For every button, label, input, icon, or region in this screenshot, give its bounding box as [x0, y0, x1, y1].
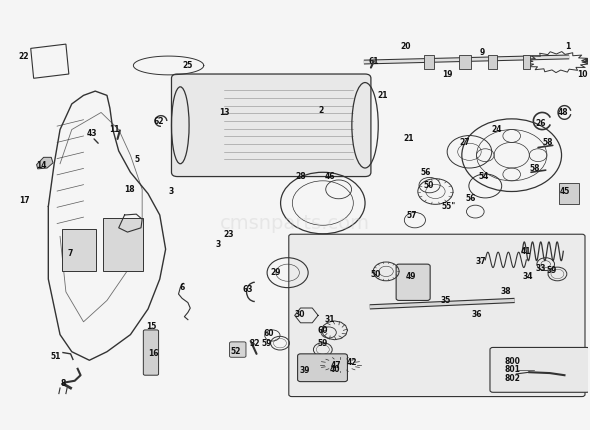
Text: 40: 40: [329, 365, 340, 374]
FancyBboxPatch shape: [559, 183, 579, 204]
Text: 32: 32: [250, 339, 260, 348]
Text: 37: 37: [476, 258, 487, 267]
Text: 33: 33: [536, 264, 546, 273]
Text: 50: 50: [371, 270, 381, 280]
Text: 42: 42: [347, 358, 358, 367]
Text: 25: 25: [183, 61, 193, 70]
Text: 55": 55": [441, 202, 455, 211]
Text: 801: 801: [505, 365, 521, 374]
Text: 61: 61: [369, 57, 379, 66]
Text: 59: 59: [261, 339, 271, 348]
Text: 13: 13: [219, 108, 230, 117]
FancyBboxPatch shape: [488, 55, 497, 69]
Text: 15: 15: [146, 322, 156, 331]
Text: 9: 9: [480, 48, 485, 57]
Text: 30: 30: [294, 310, 304, 319]
FancyBboxPatch shape: [143, 330, 159, 375]
Text: 41: 41: [521, 247, 532, 256]
Text: 50: 50: [423, 181, 434, 190]
Text: 21: 21: [404, 134, 414, 143]
Text: 5: 5: [135, 155, 140, 164]
Text: 59: 59: [546, 266, 557, 275]
Text: 54: 54: [478, 172, 489, 181]
FancyBboxPatch shape: [230, 342, 246, 357]
Text: 28: 28: [295, 172, 306, 181]
Text: 36: 36: [471, 310, 482, 319]
Text: 3: 3: [169, 187, 174, 196]
Text: 3: 3: [216, 240, 221, 249]
Text: 17: 17: [19, 196, 30, 205]
Text: 63: 63: [242, 285, 253, 294]
Text: 56: 56: [421, 168, 431, 177]
Text: 49: 49: [405, 273, 416, 282]
Text: 57: 57: [407, 211, 417, 219]
Text: 10: 10: [577, 70, 587, 79]
FancyBboxPatch shape: [490, 347, 589, 392]
Text: 23: 23: [224, 230, 234, 239]
Text: 46: 46: [324, 172, 335, 181]
Text: 19: 19: [442, 70, 453, 79]
FancyBboxPatch shape: [523, 55, 530, 69]
Text: 45: 45: [559, 187, 570, 196]
Text: 59: 59: [317, 339, 328, 348]
Text: 48: 48: [558, 108, 569, 117]
Text: 24: 24: [492, 125, 502, 134]
FancyBboxPatch shape: [459, 55, 471, 69]
Text: 47: 47: [330, 361, 341, 370]
FancyBboxPatch shape: [396, 264, 430, 301]
Text: 800: 800: [505, 356, 521, 366]
FancyBboxPatch shape: [103, 218, 143, 271]
Text: 56: 56: [466, 194, 476, 203]
Text: 51: 51: [50, 352, 61, 361]
Text: 60: 60: [263, 329, 274, 338]
Text: 35: 35: [441, 296, 451, 305]
Text: 6: 6: [179, 283, 185, 292]
Text: 2: 2: [319, 106, 324, 115]
Text: 20: 20: [401, 42, 411, 51]
Text: 34: 34: [523, 273, 533, 282]
Text: 60: 60: [317, 326, 328, 335]
Text: 29: 29: [271, 268, 281, 277]
Text: 802: 802: [505, 374, 521, 383]
Text: 38: 38: [500, 287, 511, 296]
Text: 11: 11: [109, 125, 119, 134]
Text: 16: 16: [149, 349, 159, 358]
FancyBboxPatch shape: [289, 234, 585, 396]
Text: 7: 7: [68, 249, 73, 258]
FancyBboxPatch shape: [424, 55, 434, 69]
Text: 43: 43: [87, 129, 97, 138]
Text: 31: 31: [324, 315, 335, 324]
Text: cmsnparts.com: cmsnparts.com: [219, 214, 370, 233]
Text: 39: 39: [300, 366, 310, 375]
Text: 8: 8: [60, 379, 65, 388]
Text: 14: 14: [36, 161, 47, 170]
Text: 27: 27: [460, 138, 470, 147]
Text: 26: 26: [536, 119, 546, 128]
FancyBboxPatch shape: [62, 229, 96, 271]
Text: 62: 62: [153, 117, 164, 126]
Text: 22: 22: [18, 52, 29, 61]
Text: 21: 21: [378, 91, 388, 100]
FancyBboxPatch shape: [297, 354, 348, 381]
Text: 1: 1: [565, 42, 570, 51]
Text: 58: 58: [530, 163, 540, 172]
Polygon shape: [37, 157, 53, 169]
Text: 58: 58: [543, 138, 553, 147]
Text: 52: 52: [231, 347, 241, 356]
Text: 18: 18: [124, 185, 135, 194]
FancyBboxPatch shape: [172, 74, 371, 177]
